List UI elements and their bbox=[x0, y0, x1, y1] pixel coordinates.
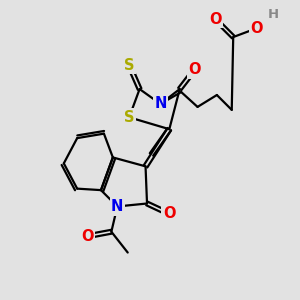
Text: O: O bbox=[81, 229, 94, 244]
Text: S: S bbox=[124, 110, 134, 125]
Text: O: O bbox=[251, 21, 263, 36]
Text: O: O bbox=[209, 12, 222, 27]
Text: H: H bbox=[268, 8, 279, 21]
Text: N: N bbox=[154, 96, 167, 111]
Text: O: O bbox=[188, 62, 201, 77]
Text: N: N bbox=[111, 199, 124, 214]
Text: S: S bbox=[124, 58, 134, 73]
Text: O: O bbox=[163, 206, 176, 221]
